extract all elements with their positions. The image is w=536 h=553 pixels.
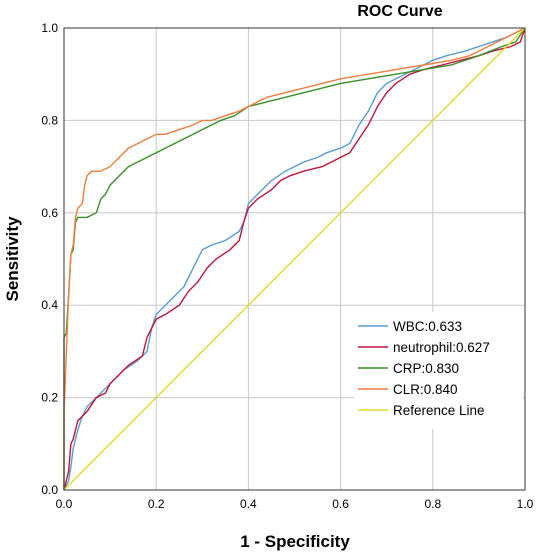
x-tick-label: 0.6 (332, 497, 349, 511)
series-line-wbc (63, 27, 526, 491)
series-line-crp (63, 27, 526, 490)
series-line-neutrophil (63, 27, 526, 491)
x-tick-label: 0.4 (240, 497, 257, 511)
plot-frame (63, 27, 526, 491)
y-tick-label: 0.8 (41, 113, 58, 127)
series-line-clr (63, 27, 526, 490)
y-axis-title: Sensitivity (3, 216, 22, 302)
x-tick-label: 0.2 (148, 497, 165, 511)
series-line-reference-line (63, 27, 526, 491)
series-lines (63, 27, 526, 491)
axis-ticks: 0.00.0 0.2 0.2 0.4 0.4 0.6 0.6 0.8 0.8 1.0 1.0 (41, 21, 533, 511)
x-tick-label: 0.8 (424, 497, 441, 511)
legend-label: CLR:0.840 (393, 382, 458, 397)
legend-label: neutrophil:0.627 (393, 340, 490, 355)
y-tick-label: 0.0 (41, 483, 58, 497)
y-tick-label: 0.6 (41, 206, 58, 220)
x-tick-label: 1.0 (517, 497, 534, 511)
y-tick-label: 0.2 (41, 391, 58, 405)
x-tick-label: 0.0 (56, 497, 73, 511)
y-tick-label: 1.0 (41, 21, 58, 35)
legend: WBC:0.633 neutrophil:0.627 CRP:0.830 CLR:0.… (354, 312, 523, 429)
legend-label: WBC:0.633 (393, 319, 462, 334)
x-axis-title: 1 - Specificity (240, 532, 350, 551)
legend-label: CRP:0.830 (393, 361, 459, 376)
chart-title: ROC Curve (357, 3, 442, 20)
legend-label: Reference Line (393, 403, 485, 418)
y-tick-label: 0.4 (41, 298, 58, 312)
